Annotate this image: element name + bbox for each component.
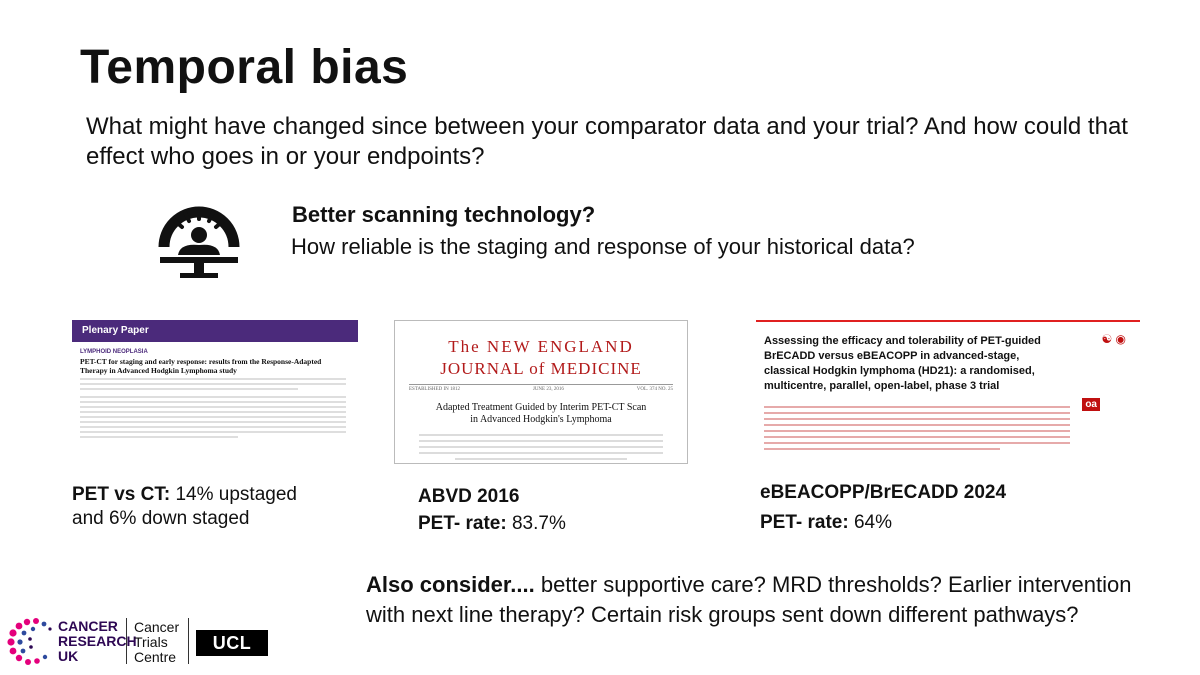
cruk-line3: UK <box>58 648 79 664</box>
nejm-masthead: The NEW ENGLAND JOURNAL of MEDICINE <box>395 337 687 379</box>
author-line <box>764 430 1070 432</box>
also-consider-body: better supportive care? MRD thresholds? … <box>366 572 1132 627</box>
paper-title-line2: in Advanced Hodgkin's Lymphoma <box>470 414 612 425</box>
cruk-line2: RESEARCH <box>58 633 137 649</box>
author-line <box>764 406 1070 408</box>
paper-title-line1: Adapted Treatment Guided by Interim PET-… <box>435 402 647 413</box>
affiliation-line <box>80 401 346 403</box>
author-line <box>419 452 663 454</box>
journal-rule <box>756 320 1140 322</box>
paper-title: Assessing the efficacy and tolerability … <box>764 335 1041 392</box>
meta-date: JUNE 23, 2016 <box>532 387 564 392</box>
ct-scanner-icon <box>158 206 240 278</box>
masthead-line1: The NEW ENGLAND <box>448 337 634 356</box>
affiliation-line <box>80 406 346 408</box>
author-line <box>80 378 346 380</box>
also-consider-text: Also consider.... better supportive care… <box>366 570 1136 630</box>
meta-volume: VOL. 374 NO. 25 <box>636 387 673 392</box>
also-consider-label: Also consider.... <box>366 572 535 597</box>
crossmark-icon: ☯ ◉ <box>1101 332 1126 346</box>
ctc-logo-text: Cancer Trials Centre <box>134 620 179 665</box>
paper-hd21-thumbnail: Assessing the efficacy and tolerability … <box>756 320 1140 472</box>
ctc-line1: Cancer <box>134 619 180 635</box>
slide-title: Temporal bias <box>80 41 409 94</box>
affiliation-line <box>80 436 238 438</box>
ctc-line3: Centre <box>134 649 177 665</box>
paper2-caption-rate: PET- rate: 83.7% <box>418 513 566 535</box>
affiliation-line <box>80 396 346 398</box>
author-line <box>419 440 663 442</box>
author-line <box>764 412 1070 414</box>
author-line <box>419 446 663 448</box>
affiliation-line <box>80 416 346 418</box>
ucl-logo: UCL <box>196 630 268 656</box>
scan-heading: Better scanning technology? <box>292 202 596 227</box>
author-line <box>80 388 298 390</box>
logo-divider <box>188 618 189 664</box>
paper3-caption-rate: PET- rate: 64% <box>760 512 892 534</box>
affiliation-line <box>80 411 346 413</box>
author-line <box>764 424 1070 426</box>
paper-nejm-thumbnail: The NEW ENGLAND JOURNAL of MEDICINE ESTA… <box>394 320 688 464</box>
masthead-meta: ESTABLISHED IN 1812 JUNE 23, 2016 VOL. 3… <box>409 387 673 392</box>
cruk-logo-text: CANCER RESEARCH UK <box>58 619 137 664</box>
affiliation-line <box>80 421 346 423</box>
paper2-caption-title: ABVD 2016 <box>418 486 520 507</box>
paper2-rate-value: 83.7% <box>506 513 566 534</box>
author-line <box>764 442 1070 444</box>
open-access-badge: oa <box>1082 398 1100 411</box>
paper-header-bar: Plenary Paper <box>72 320 358 342</box>
meta-established: ESTABLISHED IN 1812 <box>409 387 460 392</box>
paper3-caption-title: eBEACOPP/BrECADD 2024 <box>760 482 1007 503</box>
author-line <box>764 436 1070 438</box>
paper1-caption-line2: and 6% down staged <box>72 508 250 529</box>
author-line <box>764 418 1070 420</box>
author-line <box>419 434 663 436</box>
paper2-rate-label: PET- rate: <box>418 513 507 534</box>
ctc-line2: Trials <box>134 634 168 650</box>
cruk-line1: CANCER <box>58 618 118 634</box>
paper-title: Adapted Treatment Guided by Interim PET-… <box>395 402 687 426</box>
author-line <box>80 383 346 385</box>
affiliation-line <box>80 431 346 433</box>
masthead-line2: JOURNAL of MEDICINE <box>440 359 642 378</box>
paper3-rate-label: PET- rate: <box>760 512 849 533</box>
author-line <box>764 448 1000 450</box>
scan-question: How reliable is the staging and response… <box>291 234 915 259</box>
paper1-caption-line1: PET vs CT: 14% upstaged <box>72 484 297 506</box>
author-line <box>455 458 627 460</box>
intro-text: What might have changed since between yo… <box>86 113 1128 170</box>
paper1-caption-rest: 14% upstaged <box>170 484 297 505</box>
masthead-rule <box>409 384 673 385</box>
affiliation-line <box>80 426 346 428</box>
paper-section-label: LYMPHOID NEOPLASIA <box>80 349 148 355</box>
cruk-logo-icon <box>7 618 52 665</box>
paper-rapid-thumbnail: Plenary Paper LYMPHOID NEOPLASIA PET-CT … <box>72 320 358 480</box>
paper3-rate-value: 64% <box>848 512 893 533</box>
paper1-caption-bold: PET vs CT: <box>72 484 171 505</box>
logo-divider <box>126 618 127 664</box>
paper-title: PET-CT for staging and early response: r… <box>80 357 322 375</box>
